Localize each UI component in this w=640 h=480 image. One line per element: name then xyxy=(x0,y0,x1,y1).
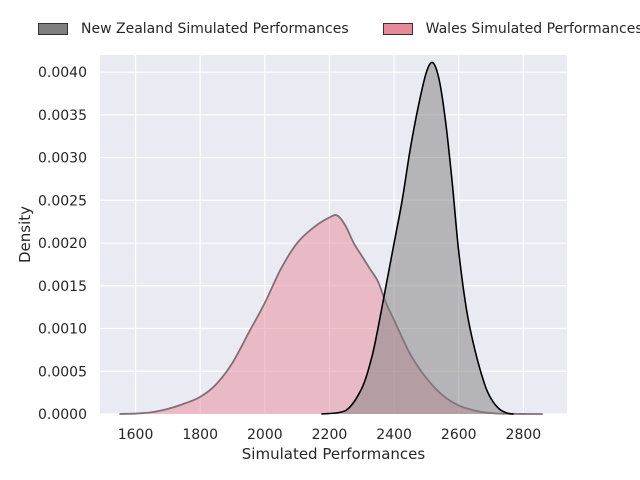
x-axis: 1600 1800 2000 2200 2400 2600 2800 xyxy=(118,427,541,443)
x-tick-label: 2000 xyxy=(247,427,283,443)
legend: New Zealand Simulated Performances Wales… xyxy=(38,21,640,37)
density-fill-new-zealand xyxy=(321,62,514,415)
legend-item-wales: Wales Simulated Performances xyxy=(382,21,640,37)
legend-item-new-zealand: New Zealand Simulated Performances xyxy=(38,21,349,37)
density-areas xyxy=(119,61,543,415)
x-tick-label: 1600 xyxy=(118,427,154,443)
x-tick-label: 1800 xyxy=(182,427,218,443)
y-tick-label: 0.0020 xyxy=(38,236,87,252)
y-tick-label: 0.0035 xyxy=(38,108,87,124)
y-tick-label: 0.0010 xyxy=(38,322,87,338)
y-axis: 0.0000 0.0005 0.0010 0.0015 0.0020 0.0025 0.00… xyxy=(38,65,87,423)
legend-swatch-new-zealand xyxy=(38,23,68,35)
y-axis-label: Density xyxy=(16,206,34,263)
y-tick-label: 0.0025 xyxy=(38,193,87,209)
y-tick-label: 0.0040 xyxy=(38,65,87,81)
y-tick-label: 0.0000 xyxy=(38,407,87,423)
y-tick-label: 0.0030 xyxy=(38,151,87,167)
legend-swatch-wales xyxy=(382,23,413,35)
density-line-new-zealand xyxy=(321,61,514,415)
x-tick-label: 2800 xyxy=(506,427,542,443)
y-tick-label: 0.0005 xyxy=(38,364,87,380)
x-tick-label: 2200 xyxy=(312,427,348,443)
x-axis-label: Simulated Performances xyxy=(242,445,426,463)
legend-label-wales: Wales Simulated Performances xyxy=(425,21,640,37)
x-tick-label: 2400 xyxy=(376,427,412,443)
x-tick-label: 2600 xyxy=(441,427,477,443)
legend-label-new-zealand: New Zealand Simulated Performances xyxy=(81,21,349,37)
y-tick-label: 0.0015 xyxy=(38,279,87,295)
density-fill-wales xyxy=(119,215,543,414)
